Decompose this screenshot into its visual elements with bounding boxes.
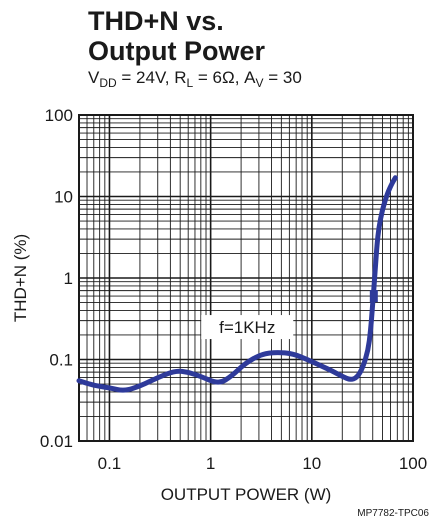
chart-subtitle: VDD = 24V, RL = 6Ω, AV = 30: [88, 68, 302, 93]
y-tick-label: 0.1: [49, 351, 73, 370]
figure-code: MP7782-TPC06: [357, 508, 429, 519]
rl-subscript: L: [186, 76, 194, 90]
chart-grid: [78, 115, 413, 441]
plot-frame: [78, 114, 414, 442]
y-tick-label: 0.01: [40, 432, 73, 451]
annotation-group: f=1KHz: [201, 315, 294, 340]
x-tick-label: 100: [399, 454, 427, 473]
av-value: = 30: [263, 68, 302, 87]
x-tick-label: 10: [302, 454, 321, 473]
series-line-thdn: [76, 175, 398, 393]
y-tick-label: 10: [54, 188, 73, 207]
x-tick-label: 1: [206, 454, 215, 473]
vdd-label: V: [88, 68, 100, 87]
clipping-marker: [369, 290, 378, 303]
vdd-subscript: DD: [99, 76, 117, 90]
av-label: A: [244, 68, 256, 87]
x-axis-label: OUTPUT POWER (W): [161, 485, 332, 504]
annotation-text: f=1KHz: [219, 318, 275, 337]
chart-title-line2: Output Power: [88, 36, 265, 66]
tick-labels: 0.1 1 10 100 100 10 1 0.1 0.01: [40, 106, 427, 473]
av-subscript: V: [255, 76, 264, 90]
y-tick-label: 100: [45, 106, 73, 125]
y-tick-label: 1: [64, 269, 73, 288]
y-axis-label: THD+N (%): [11, 234, 30, 322]
vdd-value: = 24V,: [116, 68, 175, 87]
rl-value: = 6Ω,: [193, 68, 245, 87]
annotation-background: [201, 315, 294, 340]
chart-title-line1: THD+N vs.: [88, 6, 224, 36]
x-tick-label: 0.1: [98, 454, 122, 473]
rl-label: R: [174, 68, 187, 87]
